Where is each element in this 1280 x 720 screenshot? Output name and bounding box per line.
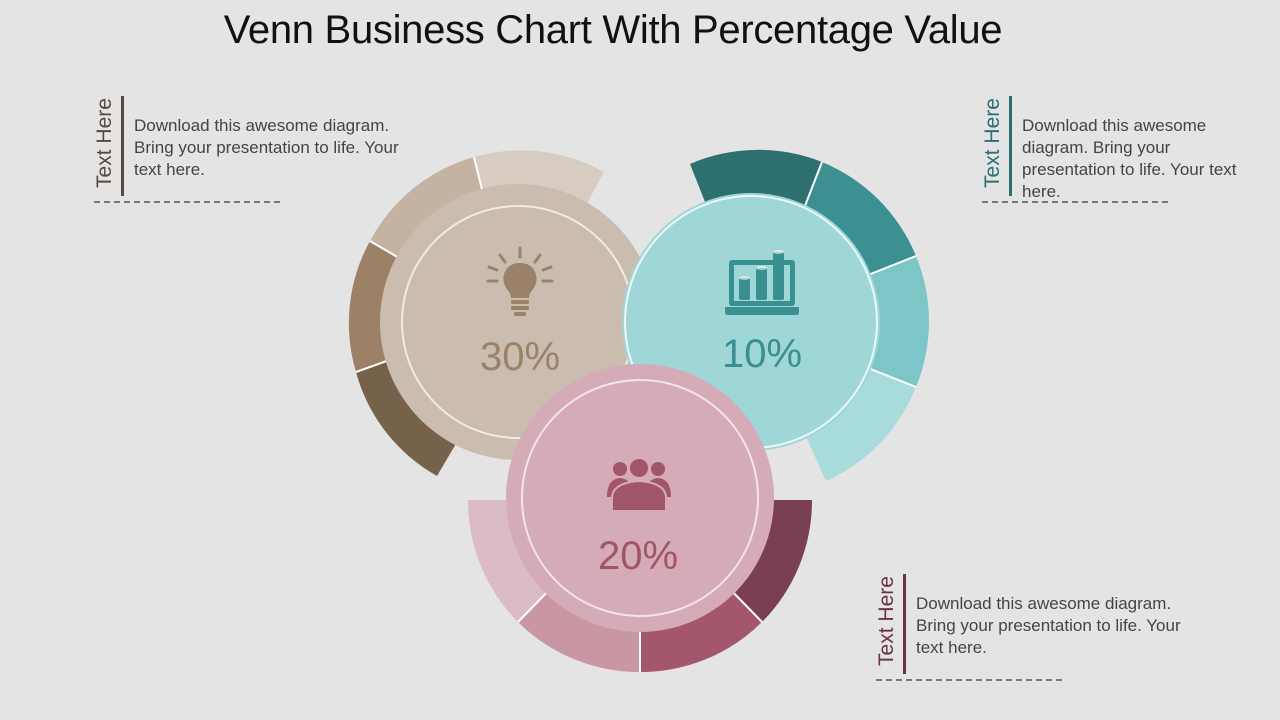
- callout-text: Download this awesome diagram. Bring you…: [1022, 116, 1237, 201]
- callout-text: Download this awesome diagram. Bring you…: [916, 594, 1181, 657]
- ring-segment-right-4: [805, 368, 916, 481]
- callout-underline: [876, 679, 1062, 681]
- page-title: Venn Business Chart With Percentage Valu…: [223, 8, 1003, 52]
- ring-segment-bottom-4: [725, 500, 813, 622]
- circle-bottom-inner-ring: [521, 379, 759, 617]
- percent-bottom: 20%: [598, 534, 678, 578]
- callout-heading: Text Here: [981, 98, 1004, 188]
- ring-segment-bottom-1: [467, 500, 555, 622]
- callout-heading: Text Here: [93, 98, 116, 188]
- ring-segment-left-4: [356, 354, 464, 476]
- ring-segment-right-3: [868, 256, 929, 387]
- ring-bottom: [467, 500, 813, 673]
- ring-right: [690, 149, 929, 481]
- ring-segment-left-2: [370, 157, 487, 268]
- callout-divider: [1009, 96, 1012, 196]
- callout-text: Download this awesome diagram. Bring you…: [134, 116, 399, 179]
- callout-underline: [982, 201, 1168, 203]
- ring-segment-right-2: [803, 162, 916, 275]
- laptop-chart-icon: [725, 250, 799, 315]
- callout-divider: [121, 96, 124, 196]
- callout-heading: Text Here: [875, 576, 898, 666]
- team-icon: [607, 457, 671, 512]
- ring-segment-bottom-3: [640, 584, 762, 673]
- callout-divider: [903, 574, 906, 674]
- callout-underline: [94, 201, 280, 203]
- percent-right: 10%: [722, 332, 802, 376]
- lightbulb-icon: [486, 246, 554, 316]
- percent-left: 30%: [480, 335, 560, 379]
- ring-segment-bottom-2: [518, 584, 640, 673]
